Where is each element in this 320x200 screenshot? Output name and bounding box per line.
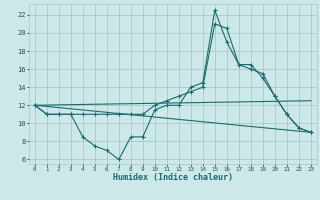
- X-axis label: Humidex (Indice chaleur): Humidex (Indice chaleur): [113, 173, 233, 182]
